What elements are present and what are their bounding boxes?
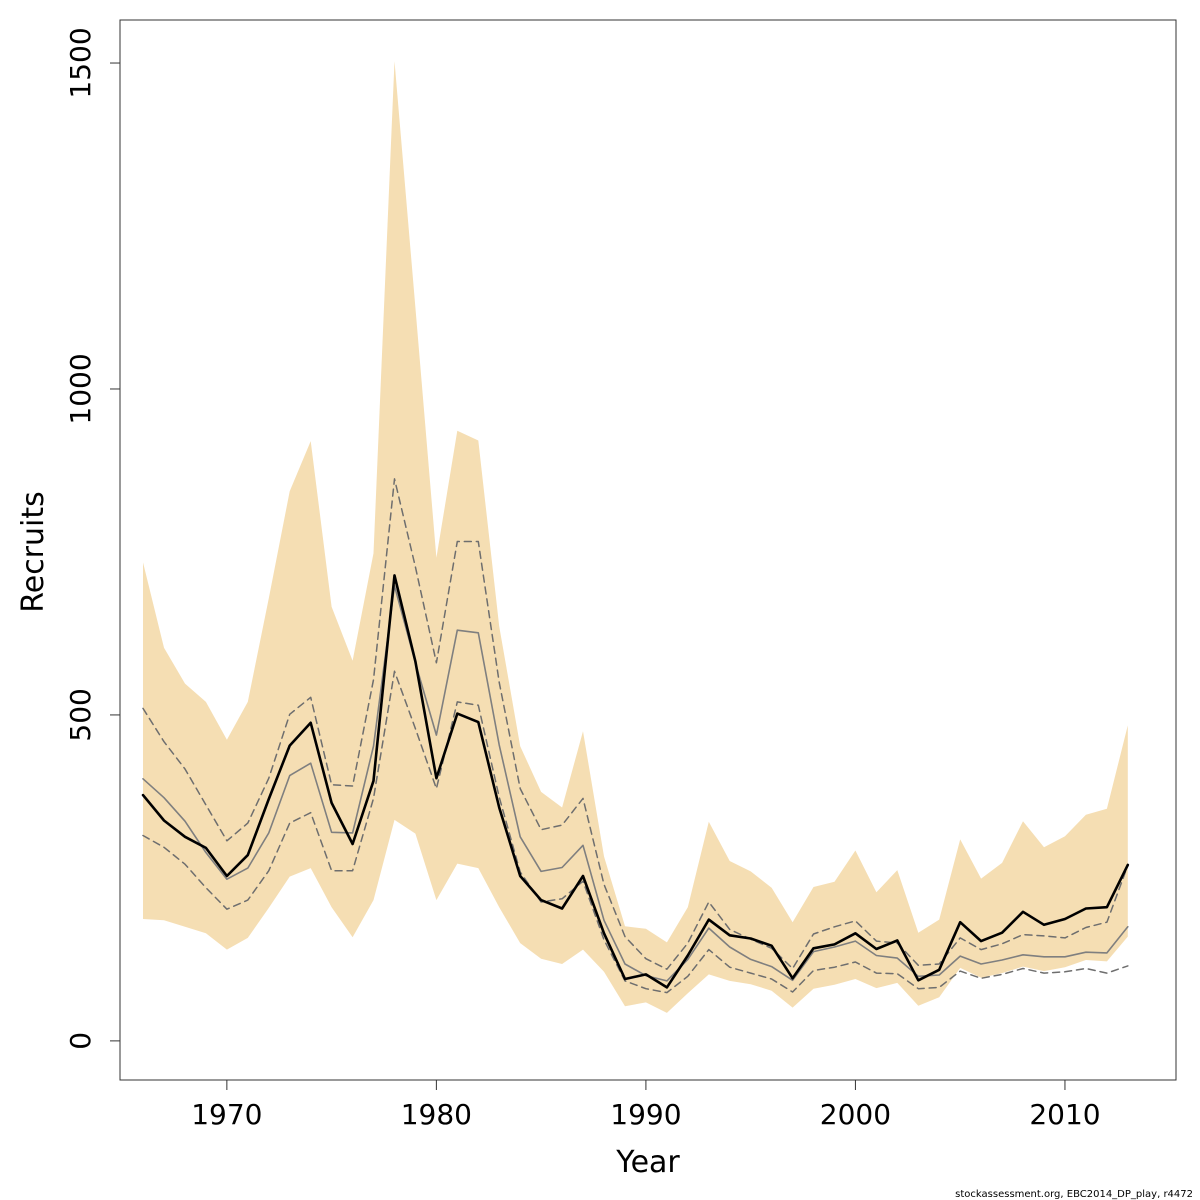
estimate-line bbox=[141, 574, 1130, 989]
x-axis-title: Year bbox=[615, 1145, 680, 1180]
x-tick-label: 2010 bbox=[1029, 1098, 1100, 1131]
series-lines-layer bbox=[141, 478, 1130, 994]
axes-layer: 1970 1980 1990 2000 2010 0 500 1000 1500 bbox=[64, 27, 1101, 1131]
lower-quantile-line bbox=[142, 670, 1129, 994]
y-tick-label: 0 bbox=[64, 1032, 97, 1050]
confidence-band bbox=[143, 61, 1128, 1013]
y-axis-title: Recruits bbox=[16, 491, 51, 613]
y-tick-label: 500 bbox=[64, 688, 97, 741]
median-line bbox=[142, 585, 1129, 982]
y-tick-label: 1500 bbox=[64, 27, 97, 98]
x-tick-label: 1990 bbox=[610, 1098, 681, 1131]
confidence-band-layer bbox=[143, 61, 1128, 1013]
footer-caption: stockassessment.org, EBC2014_DP_play, r4… bbox=[955, 1189, 1193, 1200]
x-tick-label: 1980 bbox=[401, 1098, 472, 1131]
upper-quantile-line bbox=[142, 478, 1129, 970]
x-tick-label: 1970 bbox=[191, 1098, 262, 1131]
y-tick-label: 1000 bbox=[64, 353, 97, 424]
x-tick-label: 2000 bbox=[820, 1098, 891, 1131]
